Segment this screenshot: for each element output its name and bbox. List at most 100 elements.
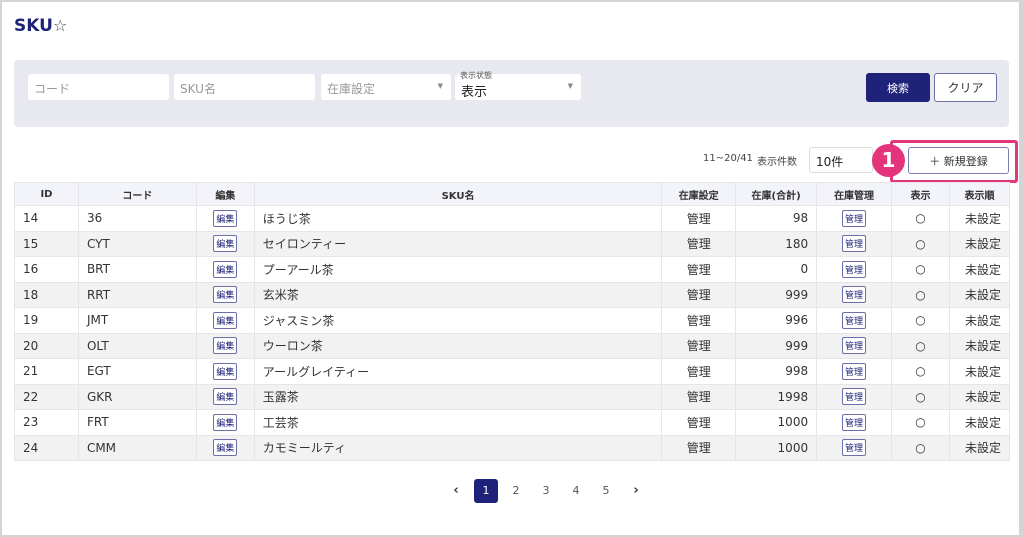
table-row[interactable]: 21 EGT 編集 アールグレイティー 管理 998 管理 ○ 未設定 [14,358,1011,385]
table-row[interactable]: 15 CYT 編集 セイロンティー 管理 180 管理 ○ 未設定 [14,230,1011,257]
edit-button[interactable]: 編集 [213,260,238,278]
edit-button[interactable]: 編集 [213,286,238,304]
cell-display-order: 未設定 [948,409,1011,436]
edit-button[interactable]: 編集 [213,209,238,227]
cell-sku-name: 玄米茶 [253,281,663,308]
cell-stock-setting: 管理 [661,230,737,257]
result-count: 11~20/41 [703,153,753,164]
cell-display: ○ [891,256,950,283]
cell-display: ○ [891,434,950,461]
cell-stock-manage: 管理 [816,358,893,385]
edit-button[interactable]: 編集 [213,439,238,457]
cell-stock-manage: 管理 [816,230,893,257]
cell-stock-manage: 管理 [816,434,893,461]
column-header: 在庫設定 [661,182,737,206]
manage-button[interactable]: 管理 [842,337,867,355]
new-register-button[interactable]: ＋ 新規登録 [908,147,1009,174]
per-page-value: 10件 [816,155,844,169]
manage-button[interactable]: 管理 [842,235,867,253]
column-header: 在庫管理 [816,182,893,206]
table-row[interactable]: 19 JMT 編集 ジャスミン茶 管理 996 管理 ○ 未設定 [14,307,1011,334]
cell-display: ○ [891,358,950,385]
display-state-select[interactable]: 表示状態 表示 ▼ [455,71,581,100]
page-5[interactable]: 5 [602,484,610,497]
page-3[interactable]: 3 [542,484,550,497]
stock-setting-select[interactable]: 在庫設定 ▼ [321,74,451,100]
cell-edit: 編集 [195,205,255,232]
cell-edit: 編集 [195,434,255,461]
cell-display: ○ [891,332,950,359]
manage-button[interactable]: 管理 [842,260,867,278]
edit-button[interactable]: 編集 [213,413,238,431]
table-row[interactable]: 22 GKR 編集 玉露茶 管理 1998 管理 ○ 未設定 [14,383,1011,410]
manage-button[interactable]: 管理 [842,209,867,227]
cell-edit: 編集 [195,383,255,410]
cell-stock-setting: 管理 [661,307,737,334]
cell-id: 21 [14,358,79,385]
edit-button[interactable]: 編集 [213,311,238,329]
cell-code: 36 [77,205,197,232]
page-1[interactable]: 1 [474,479,498,503]
manage-button[interactable]: 管理 [842,286,867,304]
cell-code: JMT [77,307,197,334]
table-row[interactable]: 23 FRT 編集 工芸茶 管理 1000 管理 ○ 未設定 [14,409,1011,436]
clear-button[interactable]: クリア [934,73,997,102]
cell-code: EGT [77,358,197,385]
cell-stock-setting: 管理 [661,256,737,283]
page-title: SKU☆ [14,16,67,36]
cell-display-order: 未設定 [948,307,1011,334]
star-icon[interactable]: ☆ [52,16,68,35]
cell-sku-name: ウーロン茶 [253,332,663,359]
manage-button[interactable]: 管理 [842,362,867,380]
page-2[interactable]: 2 [512,484,520,497]
edit-button[interactable]: 編集 [213,337,238,355]
cell-stock-total: 1000 [735,434,818,461]
code-input[interactable]: コード [28,74,169,100]
page-title-text: SKU [14,16,53,36]
cell-edit: 編集 [195,332,255,359]
table-row[interactable]: 16 BRT 編集 プーアール茶 管理 0 管理 ○ 未設定 [14,256,1011,283]
cell-stock-setting: 管理 [661,332,737,359]
cell-id: 23 [14,409,79,436]
cell-id: 24 [14,434,79,461]
cell-stock-total: 996 [735,307,818,334]
cell-id: 19 [14,307,79,334]
cell-sku-name: ジャスミン茶 [253,307,663,334]
table-row[interactable]: 24 CMM 編集 カモミールティ 管理 1000 管理 ○ 未設定 [14,434,1011,461]
search-button[interactable]: 検索 [866,73,930,102]
cell-stock-total: 998 [735,358,818,385]
cell-stock-setting: 管理 [661,434,737,461]
per-page-select[interactable]: 10件 [809,147,873,173]
edit-button[interactable]: 編集 [213,362,238,380]
cell-code: RRT [77,281,197,308]
pagination: ‹ 1 2 3 4 5 › [444,479,648,503]
manage-button[interactable]: 管理 [842,388,867,406]
cell-id: 18 [14,281,79,308]
cell-sku-name: 工芸茶 [253,409,663,436]
table-row[interactable]: 14 36 編集 ほうじ茶 管理 98 管理 ○ 未設定 [14,205,1011,232]
next-page-icon[interactable]: › [633,483,639,498]
prev-page-icon[interactable]: ‹ [453,483,459,498]
dropdown-arrow-icon: ▼ [437,82,443,90]
table-row[interactable]: 18 RRT 編集 玄米茶 管理 999 管理 ○ 未設定 [14,281,1011,308]
edit-button[interactable]: 編集 [213,235,238,253]
page-4[interactable]: 4 [572,484,580,497]
display-state-value: 表示 [461,85,488,100]
cell-sku-name: アールグレイティー [253,358,663,385]
manage-button[interactable]: 管理 [842,439,867,457]
cell-stock-total: 999 [735,281,818,308]
sku-name-input[interactable]: SKU名 [174,74,315,100]
manage-button[interactable]: 管理 [842,311,867,329]
cell-stock-total: 999 [735,332,818,359]
column-header: 表示順 [948,182,1011,206]
cell-stock-manage: 管理 [816,307,893,334]
dropdown-arrow-icon: ▼ [567,82,573,90]
table-row[interactable]: 20 OLT 編集 ウーロン茶 管理 999 管理 ○ 未設定 [14,332,1011,359]
cell-stock-manage: 管理 [816,332,893,359]
edit-button[interactable]: 編集 [213,388,238,406]
cell-display: ○ [891,383,950,410]
cell-code: BRT [77,256,197,283]
stock-setting-placeholder: 在庫設定 [327,82,376,96]
manage-button[interactable]: 管理 [842,413,867,431]
cell-stock-setting: 管理 [661,409,737,436]
